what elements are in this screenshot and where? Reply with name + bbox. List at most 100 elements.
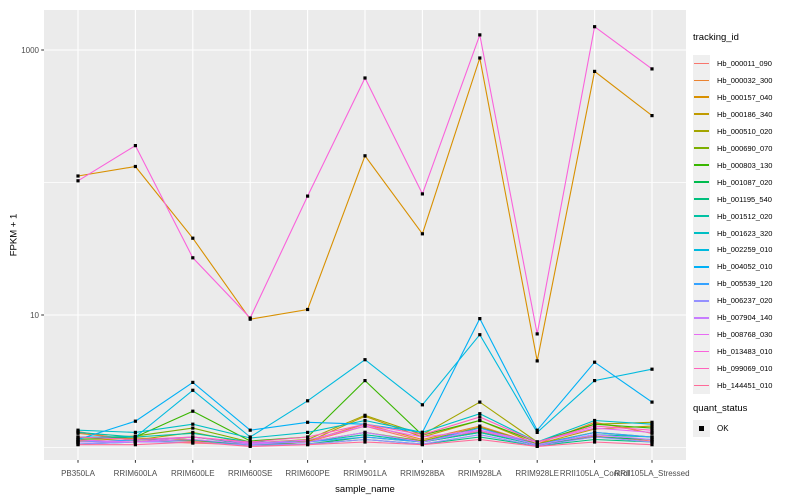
- y-axis: 10 1000: [21, 46, 44, 320]
- legend-item-label: Hb_144451_010: [717, 381, 773, 391]
- data-point: [650, 422, 654, 426]
- legend-item-Hb_099069_010: Hb_099069_010: [693, 360, 800, 378]
- data-point: [420, 440, 424, 444]
- legend-item-label: Hb_006237_020: [717, 296, 773, 306]
- legend-item-Hb_007904_140: Hb_007904_140: [693, 309, 800, 327]
- data-point: [650, 67, 654, 71]
- x-tick-label: RRIM600LE: [171, 469, 215, 478]
- legend-line-swatch: [694, 96, 709, 99]
- legend-line-swatch: [694, 316, 709, 319]
- legend-key: [693, 343, 710, 361]
- legend-line-swatch: [694, 147, 709, 150]
- legend-item-Hb_001623_320: Hb_001623_320: [693, 224, 800, 242]
- data-point: [248, 428, 252, 432]
- legend-item-label: Hb_000032_300: [717, 75, 773, 85]
- data-point: [535, 443, 539, 447]
- legend-panel: tracking_id Hb_000011_090 Hb_000032_300 Hb…: [693, 0, 800, 500]
- data-point: [420, 435, 424, 439]
- data-point: [76, 174, 80, 178]
- data-point: [593, 437, 597, 442]
- data-point: [363, 440, 367, 444]
- data-point: [133, 437, 137, 442]
- data-point: [363, 358, 367, 362]
- legend-key: [693, 241, 710, 259]
- legend-item-label: Hb_004052_010: [717, 262, 773, 272]
- data-point: [133, 430, 137, 434]
- x-tick-label: RRIM600LA: [114, 469, 158, 478]
- data-point: [248, 316, 252, 320]
- data-point: [248, 440, 252, 444]
- legend-line-swatch: [694, 350, 709, 353]
- data-point: [363, 379, 367, 383]
- legend-line-swatch: [694, 181, 709, 183]
- legend-line-swatch: [694, 113, 709, 116]
- data-point: [593, 424, 597, 428]
- data-point: [650, 443, 654, 447]
- data-point: [76, 435, 80, 439]
- black-square-marker-icon: [699, 426, 704, 431]
- data-point: [593, 422, 597, 426]
- data-point: [363, 430, 367, 434]
- legend-item-label: Hb_005539_120: [717, 279, 773, 289]
- data-point: [478, 56, 482, 60]
- data-point: [478, 433, 482, 437]
- legend-line-swatch: [694, 62, 709, 65]
- data-point: [76, 440, 80, 444]
- legend-item-Hb_013483_010: Hb_013483_010: [693, 343, 800, 361]
- legend-line-swatch: [694, 299, 709, 302]
- data-point: [191, 437, 195, 442]
- data-point: [420, 430, 424, 434]
- data-point: [133, 440, 137, 444]
- legend-key: [693, 224, 710, 242]
- legend-item-Hb_006237_020: Hb_006237_020: [693, 292, 800, 310]
- x-tick-label: RRIM600SE: [228, 469, 272, 478]
- legend-item-Hb_001087_020: Hb_001087_020: [693, 173, 800, 191]
- data-point: [535, 428, 539, 432]
- data-point: [76, 438, 80, 442]
- data-point: [363, 413, 367, 417]
- data-point: [191, 236, 195, 240]
- legend-item-Hb_008768_030: Hb_008768_030: [693, 326, 800, 344]
- legend-item-Hb_000803_130: Hb_000803_130: [693, 156, 800, 174]
- x-tick-label: RRII105LA_Control: [560, 469, 630, 478]
- legend-key: [693, 139, 710, 157]
- data-point: [478, 415, 482, 419]
- data-point: [593, 69, 597, 73]
- legend-title-quant-status: quant_status: [693, 403, 748, 414]
- data-point: [306, 443, 310, 447]
- legend-line-swatch: [694, 198, 709, 200]
- data-point: [650, 400, 654, 404]
- x-tick-label: RRII105LA_Stressed: [614, 469, 689, 478]
- data-point: [650, 428, 654, 432]
- legend-item-label: Hb_008768_030: [717, 330, 773, 340]
- legend-item-Hb_001512_020: Hb_001512_020: [693, 207, 800, 225]
- data-point: [306, 440, 310, 444]
- data-point: [593, 440, 597, 444]
- data-point: [478, 426, 482, 430]
- data-point: [133, 435, 137, 439]
- data-point: [478, 33, 482, 37]
- legend-key: [693, 377, 710, 395]
- data-point: [133, 164, 137, 169]
- data-point: [420, 443, 424, 447]
- data-point: [76, 430, 80, 434]
- legend-item-label: Hb_000510_020: [717, 126, 773, 136]
- data-point: [478, 437, 482, 442]
- x-tick-label: RRIM928LA: [458, 469, 502, 478]
- data-point: [191, 256, 195, 260]
- legend-key: [693, 292, 710, 310]
- data-point: [650, 435, 654, 439]
- data-point: [306, 438, 310, 442]
- legend-item-Hb_144451_010: Hb_144451_010: [693, 377, 800, 395]
- legend-line-swatch: [694, 384, 709, 387]
- legend-item-Hb_000157_040: Hb_000157_040: [693, 88, 800, 106]
- y-tick-label: 10: [30, 311, 39, 320]
- data-point: [306, 194, 310, 198]
- data-point: [420, 403, 424, 407]
- data-point: [593, 435, 597, 439]
- legend-line-swatch: [694, 79, 709, 82]
- data-point: [593, 426, 597, 430]
- data-point: [420, 192, 424, 196]
- x-tick-label: RRIM928LE: [515, 469, 559, 478]
